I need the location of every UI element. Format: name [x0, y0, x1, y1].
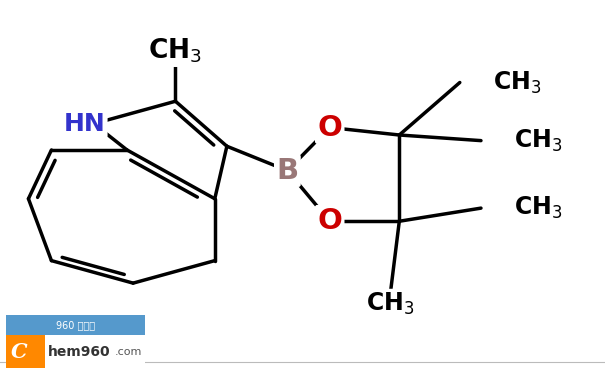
Text: .com: .com [114, 347, 142, 357]
Text: C: C [11, 342, 28, 362]
Text: O: O [317, 114, 342, 141]
Text: CH$_3$: CH$_3$ [514, 128, 563, 154]
Text: O: O [317, 207, 342, 235]
Bar [45, 335, 145, 368]
Text: CH$_3$: CH$_3$ [493, 69, 541, 96]
Bar [6, 335, 45, 368]
Text: 960 化工网: 960 化工网 [56, 320, 95, 330]
Text: CH$_3$: CH$_3$ [514, 195, 563, 221]
Text: CH$_3$: CH$_3$ [366, 291, 414, 317]
Text: HN: HN [64, 112, 106, 136]
Text: B: B [276, 157, 298, 184]
Text: CH$_3$: CH$_3$ [148, 36, 203, 65]
Text: hem960: hem960 [48, 345, 111, 359]
Bar [6, 315, 145, 368]
